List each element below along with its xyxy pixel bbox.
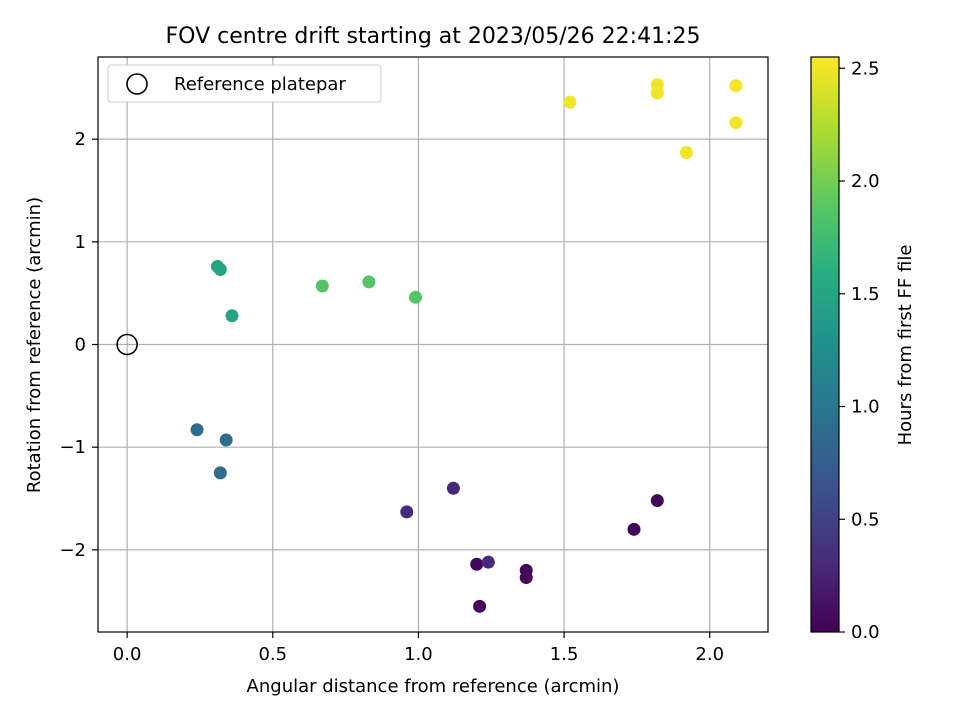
y-tick-label: −2 bbox=[59, 540, 86, 561]
x-tick-label: 0.0 bbox=[113, 644, 142, 665]
colorbar: 0.0 0.5 1.0 1.5 2.0 2.5 Hours from first FF f… bbox=[810, 56, 916, 643]
data-point bbox=[213, 466, 227, 480]
data-point bbox=[400, 505, 414, 519]
x-tick-label: 1.0 bbox=[404, 644, 433, 665]
chart-title: FOV centre drift starting at 2023/05/26 … bbox=[166, 24, 701, 49]
colorbar-tick-label: 2.0 bbox=[851, 171, 880, 192]
data-point bbox=[650, 86, 664, 100]
y-axis-label: Rotation from reference (arcmin) bbox=[24, 197, 45, 493]
y-tick-label: 2 bbox=[75, 129, 86, 150]
y-tick-label: 1 bbox=[75, 232, 86, 253]
x-tick-label: 0.5 bbox=[258, 644, 287, 665]
y-tick-label: −1 bbox=[59, 437, 86, 458]
data-point bbox=[315, 279, 329, 293]
data-point bbox=[481, 555, 495, 569]
data-point bbox=[650, 494, 664, 508]
data-point bbox=[190, 423, 204, 437]
data-point bbox=[225, 309, 239, 323]
data-point bbox=[362, 275, 376, 289]
y-axis-ticks: −2 −1 0 1 2 bbox=[59, 129, 98, 561]
x-axis-ticks: 0.0 0.5 1.0 1.5 2.0 bbox=[113, 632, 724, 665]
data-point bbox=[213, 263, 227, 277]
data-point bbox=[563, 95, 577, 109]
colorbar-gradient bbox=[810, 56, 840, 633]
data-point bbox=[729, 79, 743, 93]
colorbar-tick-label: 1.0 bbox=[851, 397, 880, 418]
data-point bbox=[446, 481, 460, 495]
data-point bbox=[470, 557, 484, 571]
colorbar-label: Hours from first FF file bbox=[895, 245, 916, 446]
legend-marker bbox=[126, 73, 148, 95]
data-point bbox=[409, 290, 423, 304]
x-axis-label: Angular distance from reference (arcmin) bbox=[247, 676, 620, 697]
colorbar-tick-label: 1.5 bbox=[851, 284, 880, 305]
colorbar-tick-label: 0.0 bbox=[851, 622, 880, 643]
x-tick-label: 1.5 bbox=[550, 644, 579, 665]
colorbar-ticks: 0.0 0.5 1.0 1.5 2.0 2.5 bbox=[839, 58, 880, 643]
y-tick-label: 0 bbox=[75, 335, 86, 356]
legend-label: Reference platepar bbox=[174, 74, 346, 95]
x-tick-label: 2.0 bbox=[695, 644, 724, 665]
data-point bbox=[473, 599, 487, 613]
data-point bbox=[679, 145, 693, 159]
colorbar-tick-label: 0.5 bbox=[851, 509, 880, 530]
grid-lines bbox=[98, 57, 768, 632]
reference-marker bbox=[116, 333, 138, 356]
data-point bbox=[219, 433, 233, 447]
legend: Reference platepar bbox=[107, 64, 382, 103]
data-point bbox=[729, 116, 743, 130]
data-points bbox=[190, 78, 743, 613]
plot-area: 0.0 0.5 1.0 1.5 2.0 −2 −1 0 1 2 bbox=[59, 56, 769, 665]
data-point bbox=[519, 571, 533, 585]
data-point bbox=[627, 522, 641, 536]
colorbar-tick-label: 2.5 bbox=[851, 58, 880, 79]
legend-box bbox=[107, 64, 382, 103]
